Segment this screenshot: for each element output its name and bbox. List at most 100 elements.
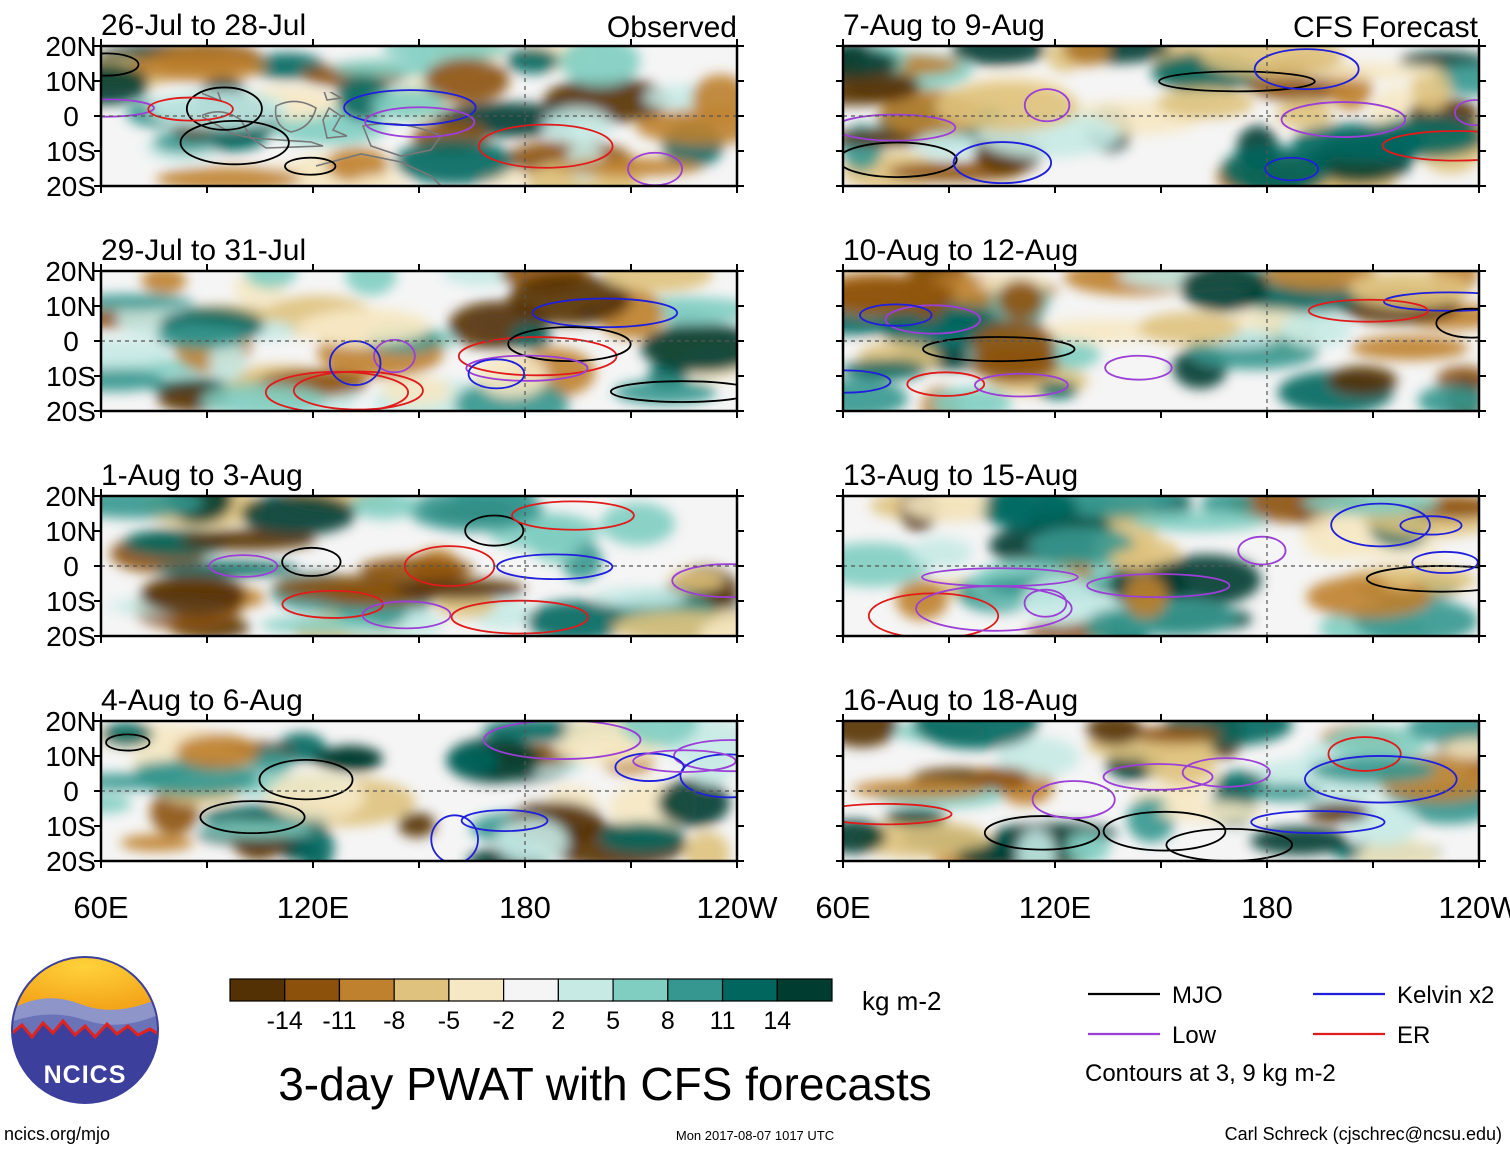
wave-contours <box>208 500 737 635</box>
lat-tick-label: 10S <box>46 361 96 392</box>
colorbar-tick-label: -2 <box>493 1007 515 1035</box>
pwat-blob <box>843 542 932 587</box>
map-panel: 7-Aug to 9-Aug <box>836 9 1486 193</box>
contour-line <box>974 372 1069 398</box>
pwat-blob <box>1249 784 1322 802</box>
pwat-blob <box>1382 570 1420 589</box>
pwat-anomaly-field <box>101 496 737 636</box>
colorbar-swatch <box>503 978 559 1002</box>
pwat-blob <box>295 310 431 345</box>
contour-line <box>430 814 479 861</box>
contour-line <box>179 119 290 166</box>
contour-line <box>1399 515 1463 536</box>
pwat-blob <box>1137 311 1241 345</box>
pwat-blob <box>951 46 1046 66</box>
pwat-blob <box>559 46 641 87</box>
logo-text: NCICS <box>44 1061 127 1089</box>
pwat-blob <box>1301 496 1440 516</box>
pwat-blob <box>101 338 170 369</box>
pwat-blob <box>381 46 511 61</box>
pwat-blob <box>199 821 313 838</box>
lat-tick-label: 20S <box>46 396 96 427</box>
colorbar-swatch <box>393 978 450 1002</box>
pwat-blob <box>1327 365 1398 396</box>
pwat-blob <box>843 276 954 314</box>
pwat-blob <box>1279 311 1352 348</box>
figure-title: 3-day PWAT with CFS forecasts <box>278 1058 932 1110</box>
pwat-blob <box>543 107 613 144</box>
pwat-blob <box>358 556 474 583</box>
lat-tick-label: 10N <box>45 741 96 772</box>
pwat-blob <box>1263 271 1377 291</box>
lat-tick-label: 20S <box>46 171 96 202</box>
pwat-blob <box>209 339 247 382</box>
contour-line <box>482 721 642 760</box>
pwat-blob <box>147 89 289 130</box>
contour-line <box>1237 535 1287 566</box>
contour-line <box>1031 780 1116 820</box>
contour-line <box>1327 736 1402 772</box>
pwat-blob <box>684 831 730 861</box>
contour-line <box>464 514 525 547</box>
contour-line <box>343 89 477 127</box>
pwat-blob <box>1370 115 1479 158</box>
pwat-blob <box>371 87 446 121</box>
pwat-blob <box>657 778 730 827</box>
pwat-anomaly-field <box>101 271 737 411</box>
coastline <box>323 92 344 101</box>
legend-label: MJO <box>1172 982 1223 1009</box>
pwat-blob <box>333 58 453 77</box>
lat-tick-label: 10S <box>46 136 96 167</box>
pwat-blob <box>934 81 1079 132</box>
pwat-blob <box>1016 829 1056 861</box>
pwat-blob <box>598 822 686 854</box>
pwat-blob <box>1327 725 1428 760</box>
pwat-blob <box>101 369 164 392</box>
pwat-blob <box>1109 547 1160 571</box>
contour-line <box>671 563 737 599</box>
contour-line <box>284 156 337 176</box>
lon-tick-label: 120W <box>1439 890 1510 925</box>
pwat-blob <box>843 68 921 106</box>
pwat-blob <box>843 378 909 411</box>
pwat-blob <box>901 496 988 521</box>
lon-tick-label: 180 <box>499 890 551 925</box>
colorbar-tick-label: -14 <box>267 1007 303 1035</box>
pwat-blob <box>996 279 1045 320</box>
pwat-blob <box>640 322 737 373</box>
contour-line <box>1023 588 1068 618</box>
contour-line <box>1158 70 1316 93</box>
footer-website: ncics.org/mjo <box>4 1124 110 1144</box>
contour-line <box>507 326 632 363</box>
contour-line <box>281 546 342 577</box>
contour-line <box>105 733 151 752</box>
lat-tick-label: 20N <box>45 481 96 512</box>
pwat-blob <box>1065 832 1111 861</box>
lat-tick-label: 20N <box>45 706 96 737</box>
pwat-blob <box>1127 797 1175 843</box>
contour-line <box>460 809 549 832</box>
panel-title: 16-Aug to 18-Aug <box>843 684 1078 717</box>
coastline <box>248 137 324 149</box>
legend-note: Contours at 3, 9 kg m-2 <box>1085 1060 1336 1087</box>
colorbar-tick-label: -8 <box>383 1007 405 1035</box>
wave-contours <box>105 721 737 861</box>
pwat-blob <box>397 812 436 838</box>
pwat-blob <box>132 50 267 82</box>
map-panel: 16-Aug to 18-Aug <box>836 684 1486 868</box>
lat-tick-label: 10N <box>45 291 96 322</box>
lat-tick-label: 10N <box>45 516 96 547</box>
pwat-blob <box>442 271 520 287</box>
pwat-blob <box>613 379 717 405</box>
contour-line <box>1086 573 1231 599</box>
contour-line <box>859 303 933 327</box>
colorbar-swatch <box>448 978 505 1002</box>
colorbar-swatch <box>721 978 778 1002</box>
wave-contours <box>867 502 1479 636</box>
pwat-blob <box>843 359 927 380</box>
panel-title: 4-Aug to 6-Aug <box>101 684 303 717</box>
lat-tick-label: 0 <box>63 551 79 582</box>
pwat-blob <box>852 779 987 799</box>
pwat-blob <box>698 617 737 636</box>
pwat-blob <box>1086 721 1142 746</box>
